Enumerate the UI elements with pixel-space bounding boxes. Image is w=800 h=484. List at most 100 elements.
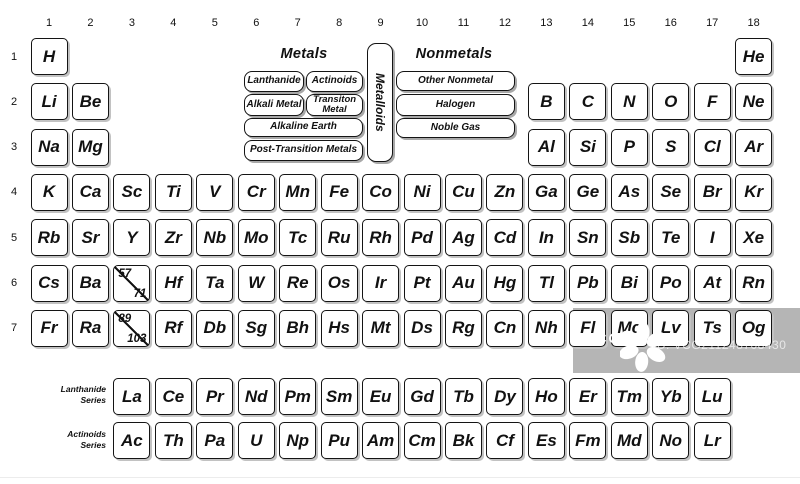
element-cell-h: H [30,38,68,75]
element-cell-rf: Rf [154,309,192,347]
lanthanide-series-label: Lanthanide Series [30,384,106,406]
vcg-flower-icon [619,319,666,380]
element-cell-lv: Lv [652,309,690,347]
bottom-divider [0,477,800,478]
element-cell-gd: Gd [403,378,441,415]
column-header-4: 4 [170,17,177,29]
element-cell-al: Al [527,128,565,166]
element-cell-np: Np [279,422,317,459]
element-cell-sr: Sr [71,219,109,257]
legend-alkaline-earth: Alkaline Earth [244,118,363,137]
element-cell-og: Og [735,309,773,347]
element-cell-ni: Ni [403,173,441,211]
element-cell-pd: Pd [403,219,441,257]
element-range-cell-89-103: 89 103 [113,309,151,347]
element-cell-p: P [610,128,648,166]
element-cell-mn: Mn [279,173,317,211]
element-cell-bh: Bh [279,309,317,347]
column-header-14: 14 [581,17,594,29]
element-cell-re: Re [279,264,317,302]
element-cell-ho: Ho [527,378,565,415]
actinoids-series-label-line1: Actinoids [67,429,106,439]
element-cell-tc: Tc [279,219,317,257]
element-cell-ra: Ra [71,309,109,347]
element-cell-sb: Sb [610,219,648,257]
column-header-18: 18 [747,17,760,29]
column-header-7: 7 [294,17,301,29]
element-cell-nb: Nb [196,219,234,257]
column-header-3: 3 [128,17,135,29]
element-cell-md: Md [610,422,648,459]
range-top-number: 57 [118,267,132,280]
element-cell-po: Po [652,264,690,302]
element-cell-rn: Rn [735,264,773,302]
element-range-cell-57-71: 57 71 [113,264,151,302]
element-cell-f: F [693,83,731,121]
legend-other-nonmetal: Other Nonmetal [396,71,515,91]
row-header-6: 6 [10,277,18,289]
metals-title: Metals [280,46,328,62]
element-cell-mt: Mt [362,309,400,347]
column-header-16: 16 [664,17,677,29]
element-cell-es: Es [527,422,565,459]
element-cell-rh: Rh [362,219,400,257]
element-cell-er: Er [569,378,607,415]
legend-actinoids: Actinoids [306,71,363,92]
lanthanide-series-label-line1: Lanthanide [60,384,106,394]
column-header-6: 6 [253,17,260,29]
element-cell-os: Os [320,264,358,302]
column-header-10: 10 [415,17,429,29]
element-cell-cs: Cs [30,264,68,302]
element-cell-pt: Pt [403,264,441,302]
element-cell-ne: Ne [735,83,773,121]
nonmetals-title: Nonmetals [415,46,493,62]
element-cell-i: I [693,219,731,257]
element-cell-tb: Tb [445,378,482,415]
element-cell-fm: Fm [569,422,607,459]
element-cell-hf: Hf [154,264,192,302]
element-cell-ta: Ta [196,264,234,302]
element-cell-th: Th [154,422,192,459]
element-cell-la: La [113,378,151,415]
element-cell-cf: Cf [486,422,524,459]
element-cell-ba: Ba [71,264,109,302]
element-cell-ge: Ge [569,173,607,211]
column-header-15: 15 [623,17,636,29]
element-cell-co: Co [362,173,400,211]
legend-lanthanide: Lanthanide [244,71,304,92]
element-cell-ag: Ag [445,219,482,257]
element-cell-sn: Sn [569,219,607,257]
element-cell-lr: Lr [693,422,731,459]
element-cell-bi: Bi [610,264,648,302]
element-cell-eu: Eu [362,378,400,415]
legend-post-transition-metals: Post-Transition Metals [244,140,363,161]
element-cell-se: Se [652,173,690,211]
row-header-7: 7 [10,322,18,335]
element-cell-y: Y [113,219,151,257]
element-cell-in: In [527,219,565,257]
element-cell-fr: Fr [30,309,68,347]
element-cell-lu: Lu [693,378,731,415]
element-cell-he: He [735,38,773,75]
element-cell-ru: Ru [320,219,358,257]
element-cell-rg: Rg [445,309,482,347]
element-cell-at: At [693,264,731,302]
row-header-2: 2 [10,95,18,108]
element-cell-as: As [610,173,648,211]
range-bottom-number: 103 [127,332,147,345]
element-cell-pm: Pm [279,378,317,415]
element-cell-nh: Nh [527,309,565,347]
element-cell-xe: Xe [735,219,773,257]
row-header-5: 5 [10,231,18,244]
row-header-1: 1 [10,50,18,63]
element-cell-v: V [196,173,234,211]
element-cell-n: N [610,83,648,121]
lanthanide-series-label-line2: Series [80,395,106,406]
column-header-8: 8 [336,17,343,29]
element-cell-sm: Sm [320,378,358,415]
element-cell-ti: Ti [154,173,192,211]
element-cell-ir: Ir [362,264,400,302]
column-header-17: 17 [706,17,719,29]
element-cell-tm: Tm [610,378,648,415]
